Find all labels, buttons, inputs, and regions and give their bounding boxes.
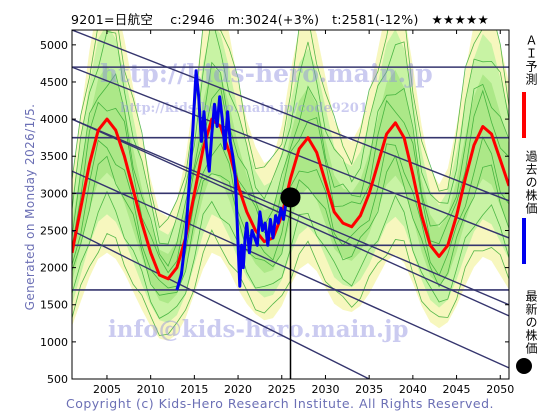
- copyright-footer: Copyright (c) Kids-Hero Research Institu…: [65, 396, 495, 411]
- y-tick-label-7: 4000: [40, 113, 68, 126]
- x-tick-label-3: 2020: [224, 383, 252, 396]
- plot-frame: [71, 29, 510, 380]
- y-tick-label-2: 1500: [40, 299, 68, 312]
- trend-line-5: [72, 30, 509, 202]
- y-tick-label-8: 4500: [40, 76, 68, 89]
- legend-latest-label: 最新の株価: [524, 290, 538, 355]
- series-line-0: [72, 117, 509, 281]
- x-tick-label-9: 2050: [486, 383, 514, 396]
- x-tick-label-6: 2035: [355, 383, 383, 396]
- y-tick-label-1: 1000: [40, 336, 68, 349]
- trend-line-3: [72, 229, 370, 379]
- chart-title: 9201=日航空 c:2946 m:3024(+3%) t:2581(-12%)…: [70, 12, 489, 27]
- y-tick-label-5: 3000: [40, 187, 68, 200]
- legend-past-label: 過去の株価: [524, 150, 538, 215]
- latest-price-marker: [280, 187, 301, 208]
- x-tick-label-8: 2045: [443, 383, 471, 396]
- series-layer: [72, 69, 509, 291]
- trend-line-0: [72, 66, 509, 239]
- watermark-layer: http://kids-hero.main.jp http://kids-hero…: [100, 59, 433, 343]
- legend-past-swatch: [512, 218, 536, 264]
- y-tick-label-6: 3500: [40, 150, 68, 163]
- axes: 500 1000 1500 2000 2500 3000 3500 4000 4500 5000 2…: [40, 29, 514, 396]
- x-tick-label-1: 2010: [137, 383, 165, 396]
- legend-ai-swatch: [512, 92, 536, 138]
- watermark-bottom: info@kids-hero.main.jp: [108, 316, 408, 343]
- y-tick-label-4: 2500: [40, 224, 68, 237]
- series-line-1: [175, 69, 291, 291]
- legend-ai-label: ＡＩ予測: [524, 34, 538, 86]
- x-tick-label-4: 2025: [268, 383, 296, 396]
- x-tick-label-0: 2005: [93, 383, 121, 396]
- watermark-top: http://kids-hero.main.jp: [100, 59, 433, 88]
- band-line-3: [72, 136, 509, 289]
- x-tick-label-2: 2015: [180, 383, 208, 396]
- x-tick-label-7: 2040: [399, 383, 427, 396]
- y-tick-label-9: 5000: [40, 39, 68, 52]
- watermark-sub: http://kids-hero.main.jp/code9201: [120, 101, 368, 116]
- y-tick-label-0: 500: [47, 373, 68, 386]
- legend-latest-marker: [512, 358, 536, 376]
- band-line-6: [72, 30, 509, 245]
- y-tick-label-3: 2000: [40, 262, 68, 275]
- trend-lines: [72, 30, 509, 379]
- latest-price-layer: [280, 187, 301, 379]
- x-tick-label-5: 2030: [311, 383, 339, 396]
